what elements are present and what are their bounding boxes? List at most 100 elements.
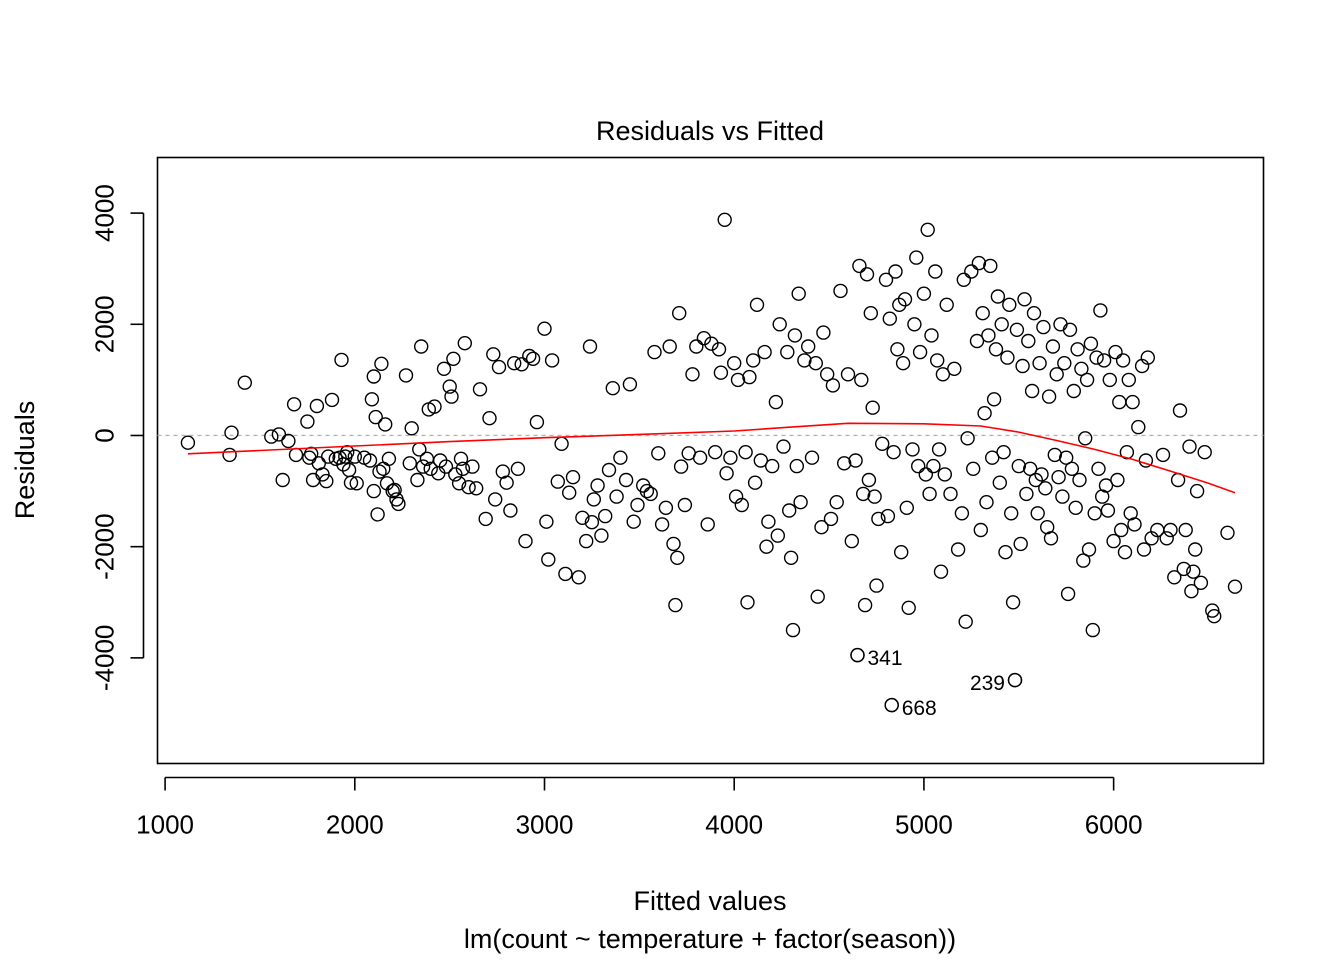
data-point — [1113, 522, 1129, 538]
data-point — [749, 297, 765, 312]
data-point — [897, 292, 913, 307]
data-point — [875, 436, 890, 451]
data-point — [797, 353, 812, 368]
data-point — [1017, 292, 1032, 307]
data-point — [854, 372, 869, 388]
x-tick-label: 6000 — [1085, 810, 1143, 840]
data-point — [1070, 342, 1085, 357]
data-point — [391, 496, 406, 512]
smooth-layer — [187, 422, 1236, 494]
data-point — [765, 458, 780, 474]
data-point — [442, 379, 457, 394]
data-point — [639, 483, 655, 499]
data-point — [776, 439, 791, 454]
data-point — [1155, 447, 1171, 463]
data-point — [1220, 525, 1235, 540]
data-point — [666, 536, 681, 552]
data-point — [618, 472, 634, 488]
data-point — [518, 533, 533, 549]
data-point — [672, 306, 687, 321]
data-point — [977, 406, 992, 421]
data-point — [1045, 339, 1061, 354]
data-point — [1184, 584, 1199, 599]
data-point — [582, 339, 598, 354]
data-point — [554, 436, 569, 451]
data-point — [1064, 461, 1080, 476]
data-point — [378, 417, 393, 432]
data-point — [1011, 458, 1026, 474]
data-point — [924, 328, 939, 343]
data-point — [882, 311, 897, 326]
data-point — [791, 286, 806, 301]
data-point — [801, 339, 816, 354]
data-point — [1115, 353, 1131, 368]
data-point — [960, 431, 975, 446]
points-layer — [180, 212, 1243, 713]
data-point — [431, 466, 446, 481]
data-point — [922, 486, 937, 502]
data-point — [1074, 361, 1089, 376]
outlier-point — [850, 647, 865, 663]
data-point — [937, 467, 952, 482]
data-point — [700, 517, 715, 532]
data-point — [1140, 350, 1156, 365]
data-point — [598, 508, 613, 524]
data-point — [423, 461, 438, 476]
data-point — [673, 459, 689, 474]
data-point — [541, 552, 556, 567]
data-point — [605, 381, 620, 396]
data-point — [1004, 506, 1019, 521]
data-point — [544, 353, 560, 368]
data-point — [1172, 403, 1188, 418]
data-point — [912, 344, 928, 360]
data-point — [916, 286, 932, 301]
data-point — [888, 264, 903, 279]
data-point — [1087, 506, 1102, 521]
y-axis-label: Residuals — [10, 401, 40, 520]
data-point — [372, 464, 387, 479]
data-point — [689, 339, 704, 354]
data-point — [1102, 372, 1118, 388]
data-point — [609, 489, 624, 504]
data-point — [465, 459, 480, 474]
data-point — [586, 492, 601, 507]
data-point — [730, 372, 746, 388]
data-point — [1108, 344, 1123, 360]
data-point — [222, 447, 237, 463]
data-point — [281, 433, 296, 449]
data-point — [727, 356, 742, 371]
data-point — [1197, 445, 1212, 460]
data-point — [734, 497, 749, 513]
data-point — [685, 367, 700, 382]
data-point — [1051, 470, 1066, 485]
data-point — [1053, 317, 1068, 332]
plot-frame — [156, 156, 1265, 765]
data-point — [309, 398, 325, 414]
data-point — [507, 356, 522, 371]
data-point — [782, 503, 797, 518]
y-tick-label: 2000 — [90, 295, 120, 353]
data-point — [901, 600, 916, 615]
data-point — [990, 289, 1006, 304]
data-point — [975, 306, 990, 321]
y-tick-label: -2000 — [90, 513, 120, 580]
data-point — [1024, 383, 1040, 399]
data-point — [1182, 439, 1197, 454]
data-point — [1100, 503, 1116, 518]
data-point — [1091, 461, 1106, 476]
data-point — [933, 564, 949, 579]
data-point — [1066, 383, 1082, 399]
data-point — [376, 461, 391, 476]
data-point — [565, 470, 581, 485]
data-point — [1110, 472, 1125, 488]
data-point — [1026, 306, 1042, 321]
data-point — [1068, 500, 1083, 515]
data-point — [398, 368, 414, 383]
data-point — [935, 367, 951, 382]
data-point — [1077, 431, 1093, 446]
x-tick-label: 2000 — [326, 810, 384, 840]
data-point — [992, 475, 1007, 490]
data-point — [793, 495, 808, 510]
data-point — [787, 328, 803, 343]
data-point — [1187, 542, 1203, 557]
